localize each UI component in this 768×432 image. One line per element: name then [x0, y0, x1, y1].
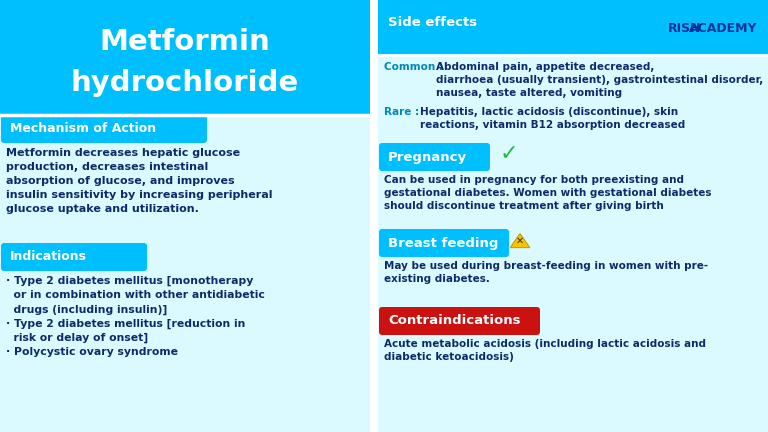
Text: Abdominal pain, appetite decreased,
diarrhoea (usually transient), gastrointesti: Abdominal pain, appetite decreased, diar…	[436, 62, 763, 98]
Text: Metformin decreases hepatic glucose
production, decreases intestinal
absorption : Metformin decreases hepatic glucose prod…	[6, 148, 273, 214]
Text: ✕: ✕	[516, 236, 524, 246]
Text: Can be used in pregnancy for both preexisting and
gestational diabetes. Women wi: Can be used in pregnancy for both preexi…	[384, 175, 711, 211]
Text: RISH: RISH	[667, 22, 701, 35]
Text: Pregnancy: Pregnancy	[388, 150, 467, 163]
Text: Side effects: Side effects	[388, 16, 477, 29]
FancyBboxPatch shape	[0, 115, 370, 432]
FancyBboxPatch shape	[378, 55, 768, 432]
Text: Hepatitis, lactic acidosis (discontinue), skin
reactions, vitamin B12 absorption: Hepatitis, lactic acidosis (discontinue)…	[420, 107, 685, 130]
Text: May be used during breast-feeding in women with pre-
existing diabetes.: May be used during breast-feeding in wom…	[384, 261, 708, 284]
FancyBboxPatch shape	[1, 115, 207, 143]
Text: Indications: Indications	[10, 251, 87, 264]
Text: ACADEMY: ACADEMY	[688, 22, 757, 35]
Text: ✓: ✓	[500, 144, 518, 164]
Text: hydrochloride: hydrochloride	[71, 69, 299, 97]
FancyBboxPatch shape	[0, 0, 370, 115]
Text: Mechanism of Action: Mechanism of Action	[10, 123, 156, 136]
FancyBboxPatch shape	[370, 0, 378, 432]
FancyBboxPatch shape	[379, 229, 509, 257]
Text: Acute metabolic acidosis (including lactic acidosis and
diabetic ketoacidosis): Acute metabolic acidosis (including lact…	[384, 339, 706, 362]
Text: · Type 2 diabetes mellitus [monotherapy
  or in combination with other antidiabe: · Type 2 diabetes mellitus [monotherapy …	[6, 276, 265, 357]
Text: Metformin: Metformin	[100, 28, 270, 56]
Text: Common :: Common :	[384, 62, 447, 72]
Polygon shape	[510, 234, 530, 248]
FancyBboxPatch shape	[379, 307, 540, 335]
FancyBboxPatch shape	[378, 0, 768, 55]
FancyBboxPatch shape	[379, 143, 490, 171]
Text: Rare :: Rare :	[384, 107, 426, 117]
Text: Breast feeding: Breast feeding	[388, 236, 498, 250]
FancyBboxPatch shape	[379, 7, 523, 37]
FancyBboxPatch shape	[1, 243, 147, 271]
Text: Contraindications: Contraindications	[388, 314, 521, 327]
